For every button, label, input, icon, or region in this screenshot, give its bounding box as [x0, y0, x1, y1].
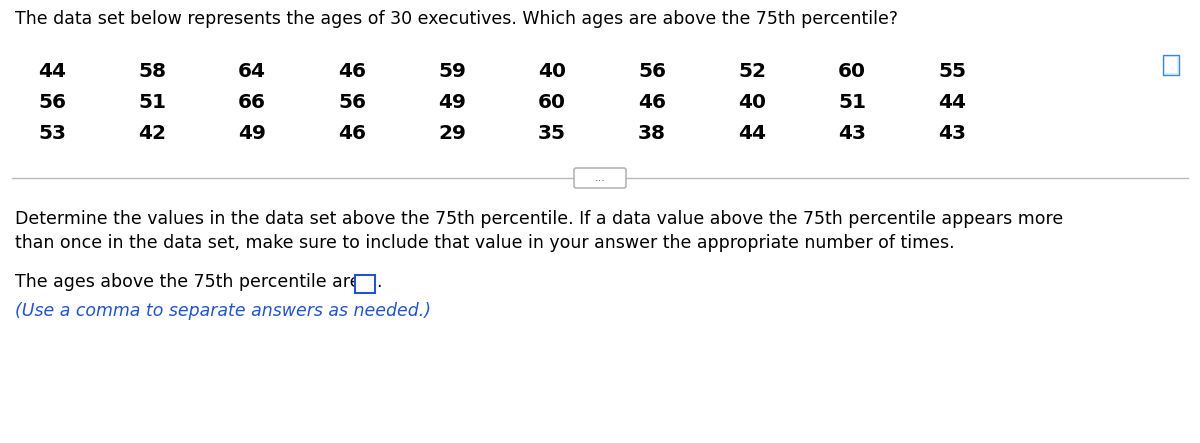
Text: 49: 49 — [238, 124, 266, 143]
Text: 60: 60 — [538, 93, 566, 112]
Text: 29: 29 — [438, 124, 466, 143]
Text: 56: 56 — [638, 62, 666, 81]
Text: 40: 40 — [538, 62, 566, 81]
Text: 44: 44 — [738, 124, 766, 143]
Text: 35: 35 — [538, 124, 566, 143]
Text: 38: 38 — [638, 124, 666, 143]
Text: 55: 55 — [938, 62, 966, 81]
Text: 42: 42 — [138, 124, 166, 143]
Text: 44: 44 — [38, 62, 66, 81]
Text: 58: 58 — [138, 62, 166, 81]
Text: The data set below represents the ages of 30 executives. Which ages are above th: The data set below represents the ages o… — [14, 10, 898, 28]
FancyBboxPatch shape — [1165, 57, 1177, 73]
Text: (Use a comma to separate answers as needed.): (Use a comma to separate answers as need… — [14, 302, 431, 320]
Text: 56: 56 — [338, 93, 366, 112]
Text: 44: 44 — [938, 93, 966, 112]
Text: 40: 40 — [738, 93, 766, 112]
Text: 51: 51 — [138, 93, 166, 112]
Text: 46: 46 — [338, 62, 366, 81]
Text: 52: 52 — [738, 62, 766, 81]
Text: 51: 51 — [838, 93, 866, 112]
Text: 53: 53 — [38, 124, 66, 143]
Text: 66: 66 — [238, 93, 266, 112]
Text: 46: 46 — [638, 93, 666, 112]
Text: Determine the values in the data set above the 75th percentile. If a data value : Determine the values in the data set abo… — [14, 210, 1063, 228]
Text: 60: 60 — [838, 62, 866, 81]
FancyBboxPatch shape — [355, 275, 374, 293]
FancyBboxPatch shape — [574, 168, 626, 188]
Text: 43: 43 — [838, 124, 866, 143]
Text: ...: ... — [594, 173, 606, 183]
Text: .: . — [376, 273, 382, 291]
Text: 59: 59 — [438, 62, 466, 81]
Text: 46: 46 — [338, 124, 366, 143]
Text: 56: 56 — [38, 93, 66, 112]
Text: The ages above the 75th percentile are: The ages above the 75th percentile are — [14, 273, 360, 291]
Text: 64: 64 — [238, 62, 266, 81]
Text: 49: 49 — [438, 93, 466, 112]
Text: 43: 43 — [938, 124, 966, 143]
Text: than once in the data set, make sure to include that value in your answer the ap: than once in the data set, make sure to … — [14, 234, 955, 252]
FancyBboxPatch shape — [1163, 55, 1178, 75]
